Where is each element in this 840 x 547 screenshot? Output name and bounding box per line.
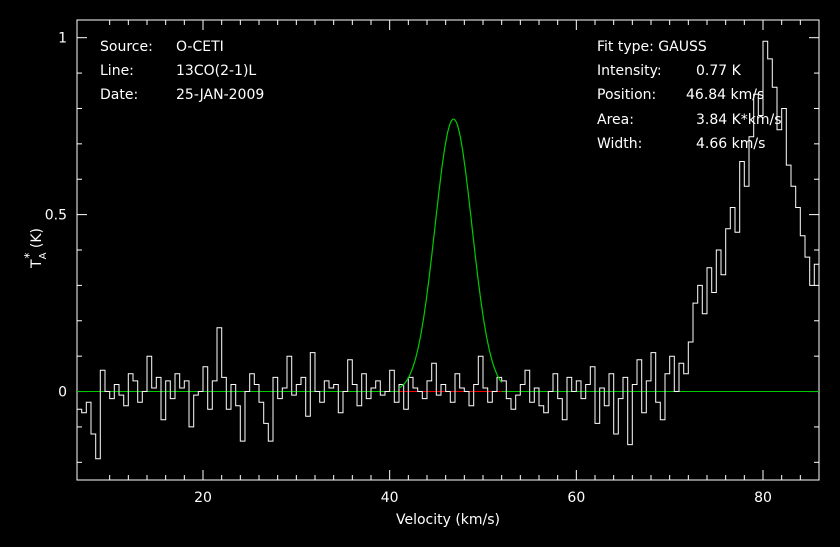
- area-value: 3.84 K*km/s: [696, 112, 782, 128]
- position-value: 46.84 km/s: [686, 87, 764, 103]
- y-tick-label: 0.5: [45, 208, 67, 224]
- intensity-key: Intensity:: [597, 63, 662, 79]
- width-value: 4.66 km/s: [696, 136, 765, 152]
- gaussian-fit-series: [398, 118, 503, 389]
- y-axis-label-unit: (K): [29, 228, 45, 253]
- y-axis-label-sup: *: [22, 253, 36, 259]
- area-key: Area:: [597, 112, 634, 128]
- y-tick-label: 1: [58, 31, 67, 47]
- position-key: Position:: [597, 87, 656, 103]
- info-left: Source: O-CETI Line: 13CO(2-1)L Date: 25…: [100, 39, 264, 103]
- fit-type: Fit type: GAUSS: [597, 39, 707, 55]
- source-key: Source:: [100, 39, 153, 55]
- width-key: Width:: [597, 136, 642, 152]
- spectrum-line: [77, 40, 819, 460]
- date-key: Date:: [100, 87, 138, 103]
- y-axis-label-sub: A: [38, 252, 49, 259]
- y-axis-label: TA* (K): [22, 228, 49, 269]
- axis-ticks: [77, 20, 819, 480]
- y-tick-labels: 00.51: [45, 31, 67, 401]
- svg-text:TA* (K): TA* (K): [22, 228, 49, 269]
- y-tick-label: 0: [58, 385, 67, 401]
- y-axis-label-base: T: [29, 259, 45, 269]
- x-tick-label: 20: [194, 490, 212, 506]
- source-value: O-CETI: [176, 39, 224, 55]
- info-right: Fit type: GAUSS Intensity: 0.77 K Positi…: [597, 39, 782, 152]
- intensity-value: 0.77 K: [696, 63, 742, 79]
- gaussian-fit-line: [398, 118, 503, 389]
- x-tick-labels: 20 40 60 80: [194, 490, 772, 506]
- date-value: 25-JAN-2009: [176, 87, 264, 103]
- x-axis-label: Velocity (km/s): [396, 512, 500, 528]
- line-value: 13CO(2-1)L: [176, 63, 256, 79]
- x-tick-label: 60: [567, 490, 585, 506]
- x-tick-label: 40: [381, 490, 399, 506]
- line-key: Line:: [100, 63, 134, 79]
- spectrum-series: [77, 40, 819, 460]
- x-tick-label: 80: [754, 490, 772, 506]
